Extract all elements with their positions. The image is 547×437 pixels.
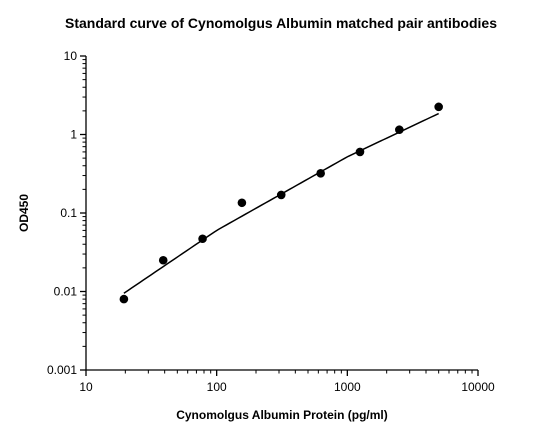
y-tick-label: 0.01	[54, 285, 78, 299]
fit-curve	[123, 112, 439, 294]
data-point	[316, 169, 325, 178]
x-tick-label: 100	[207, 380, 227, 394]
data-point	[158, 255, 168, 265]
y-tick-label: 0.1	[60, 206, 77, 220]
data-point	[119, 294, 129, 304]
data-point	[355, 147, 365, 157]
x-tick-label: 10000	[461, 380, 495, 394]
y-tick-label: 0.001	[47, 363, 77, 377]
y-tick-label: 10	[64, 49, 78, 63]
y-axis-ticks: 0.001 0.01 0.1 1 10	[47, 49, 86, 377]
x-axis-label: Cynomolgus Albumin Protein (pg/ml)	[176, 408, 388, 422]
y-axis-label: OD450	[17, 194, 31, 232]
data-point	[276, 190, 286, 200]
data-markers	[119, 102, 443, 304]
data-point	[198, 234, 207, 244]
data-point	[395, 125, 404, 135]
y-tick-label: 1	[70, 128, 77, 142]
data-point	[434, 102, 443, 112]
x-tick-label: 1000	[334, 380, 361, 394]
data-point	[237, 198, 247, 208]
x-tick-label: 10	[79, 380, 93, 394]
plot-area: 10 100 1000 10000 0.001 0.01 0.1 1 10	[47, 49, 495, 394]
x-axis-ticks: 10 100 1000 10000	[79, 370, 495, 394]
chart-title: Standard curve of Cynomolgus Albumin mat…	[65, 15, 497, 31]
